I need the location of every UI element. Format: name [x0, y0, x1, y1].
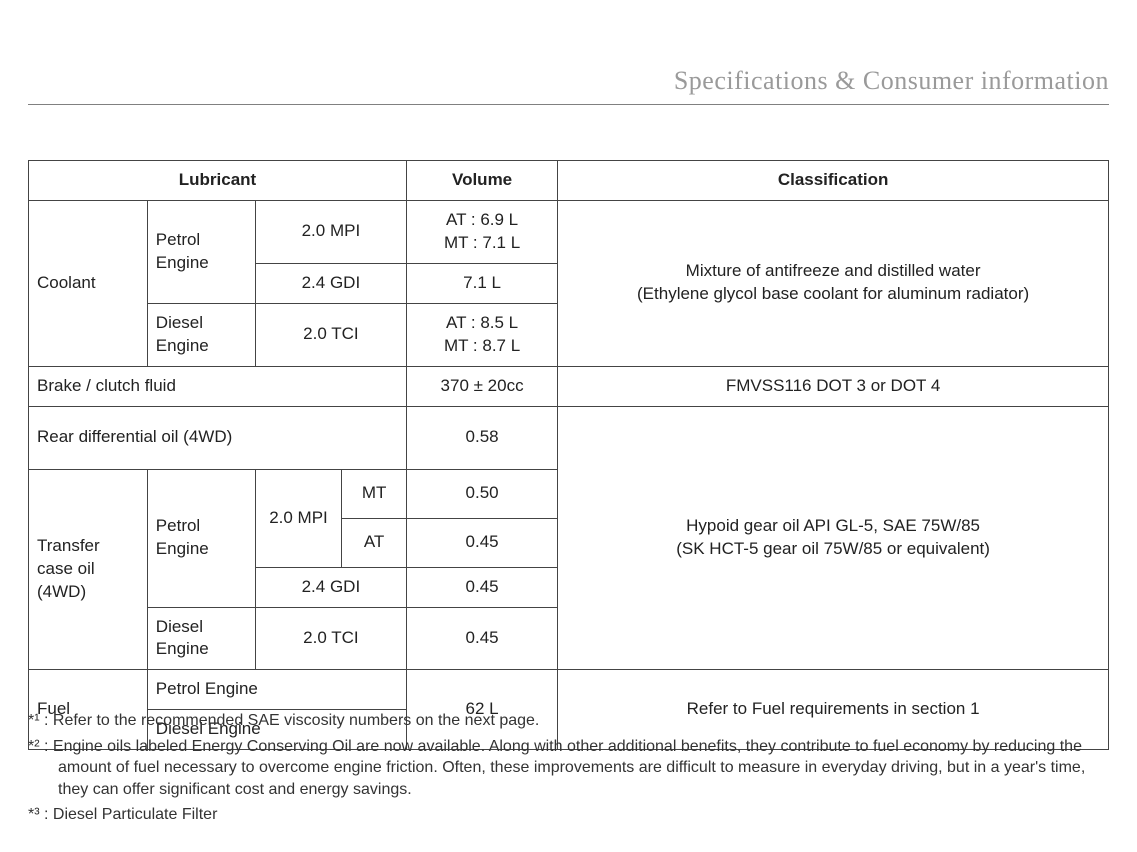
cell-coolant-tci-vol: AT : 8.5 L MT : 8.7 L [406, 303, 557, 366]
cell-coolant-label: Coolant [29, 200, 148, 366]
spec-table: Lubricant Volume Classification Coolant … [28, 160, 1109, 750]
cell-transfer-tci: 2.0 TCI [255, 607, 406, 670]
cell-coolant-mpi: 2.0 MPI [255, 200, 406, 263]
col-classification: Classification [558, 161, 1109, 201]
cell-gear-oil-class: Hypoid gear oil API GL-5, SAE 75W/85 (SK… [558, 406, 1109, 670]
cell-coolant-petrol: Petrol Engine [147, 200, 255, 303]
col-volume: Volume [406, 161, 557, 201]
cell-transfer-diesel: Diesel Engine [147, 607, 255, 670]
row-rear-diff: Rear differential oil (4WD) 0.58 Hypoid … [29, 406, 1109, 469]
cell-transfer-mpi-at-vol: 0.45 [406, 518, 557, 567]
page-header: Specifications & Consumer information [28, 66, 1109, 105]
col-lubricant: Lubricant [29, 161, 407, 201]
cell-transfer-at: AT [342, 518, 407, 567]
cell-coolant-mpi-vol: AT : 6.9 L MT : 7.1 L [406, 200, 557, 263]
cell-brake-class: FMVSS116 DOT 3 or DOT 4 [558, 366, 1109, 406]
vol-mpi-mt: MT : 7.1 L [444, 233, 520, 252]
vol-tci-mt: MT : 8.7 L [444, 336, 520, 355]
footnote-3: *³ : Diesel Particulate Filter [28, 804, 1109, 826]
footnote-2: *² : Engine oils labeled Energy Conservi… [28, 736, 1109, 801]
vol-tci-at: AT : 8.5 L [446, 313, 518, 332]
cell-coolant-gdi: 2.4 GDI [255, 263, 406, 303]
table-header-row: Lubricant Volume Classification [29, 161, 1109, 201]
header-underline [28, 104, 1109, 105]
cell-transfer-label: Transfer case oil (4WD) [29, 469, 148, 670]
vol-mpi-at: AT : 6.9 L [446, 210, 518, 229]
footnote-1: *¹ : Refer to the recommended SAE viscos… [28, 710, 1109, 732]
row-fuel-petrol: Fuel Petrol Engine 62 L Refer to Fuel re… [29, 670, 1109, 710]
cell-coolant-gdi-vol: 7.1 L [406, 263, 557, 303]
cell-transfer-gdi: 2.4 GDI [255, 567, 406, 607]
cell-brake-vol: 370 ± 20cc [406, 366, 557, 406]
gear-class-l1: Hypoid gear oil API GL-5, SAE 75W/85 [686, 516, 980, 535]
cell-transfer-mpi-mt-vol: 0.50 [406, 469, 557, 518]
cell-rear-diff-vol: 0.58 [406, 406, 557, 469]
spec-table-container: Lubricant Volume Classification Coolant … [28, 160, 1109, 750]
coolant-class-l2: (Ethylene glycol base coolant for alumin… [637, 284, 1029, 303]
cell-transfer-mpi: 2.0 MPI [255, 469, 341, 567]
cell-transfer-tci-vol: 0.45 [406, 607, 557, 670]
coolant-class-l1: Mixture of antifreeze and distilled wate… [686, 261, 981, 280]
row-brake: Brake / clutch fluid 370 ± 20cc FMVSS116… [29, 366, 1109, 406]
page-title: Specifications & Consumer information [28, 66, 1109, 96]
cell-transfer-mt: MT [342, 469, 407, 518]
cell-coolant-classification: Mixture of antifreeze and distilled wate… [558, 200, 1109, 366]
cell-rear-diff-label: Rear differential oil (4WD) [29, 406, 407, 469]
cell-transfer-petrol: Petrol Engine [147, 469, 255, 607]
cell-fuel-petrol: Petrol Engine [147, 670, 406, 710]
cell-brake-label: Brake / clutch fluid [29, 366, 407, 406]
cell-coolant-diesel: Diesel Engine [147, 303, 255, 366]
footnotes: *¹ : Refer to the recommended SAE viscos… [28, 708, 1109, 830]
gear-class-l2: (SK HCT-5 gear oil 75W/85 or equivalent) [676, 539, 990, 558]
page: Specifications & Consumer information Lu… [0, 0, 1137, 852]
cell-transfer-gdi-vol: 0.45 [406, 567, 557, 607]
row-coolant-mpi: Coolant Petrol Engine 2.0 MPI AT : 6.9 L… [29, 200, 1109, 263]
cell-coolant-tci: 2.0 TCI [255, 303, 406, 366]
